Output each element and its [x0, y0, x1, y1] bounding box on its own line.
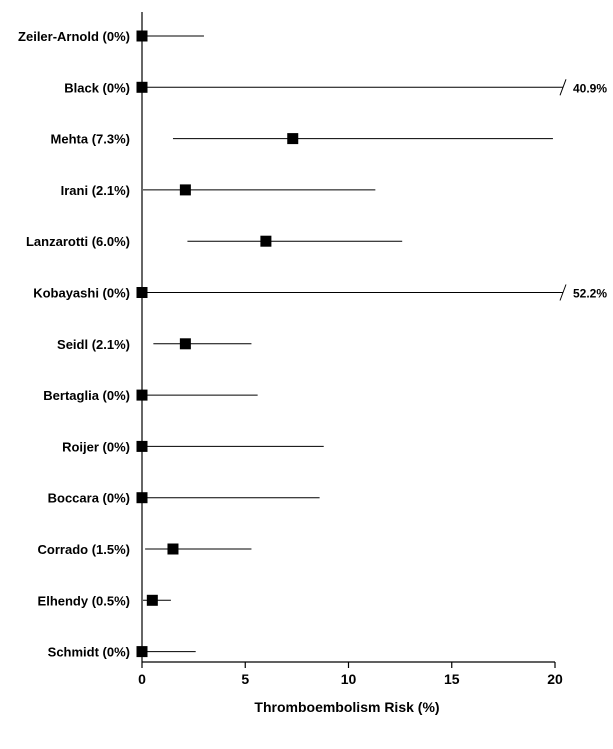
truncated-upper-label: 40.9% [573, 81, 607, 95]
truncated-upper-label: 52.2% [573, 287, 607, 301]
study-row: Roijer (0%) [62, 439, 324, 454]
x-tick-label: 15 [444, 671, 460, 687]
study-label: Elhendy (0.5%) [38, 593, 130, 608]
study-label: Irani (2.1%) [61, 183, 130, 198]
point-estimate-marker [260, 235, 272, 247]
study-label: Corrado (1.5%) [38, 542, 130, 557]
study-rows: Zeiler-Arnold (0%) Black (0%) 40.9% Mehta (… [18, 29, 607, 660]
study-label: Roijer (0%) [62, 439, 130, 454]
study-row: Corrado (1.5%) [38, 542, 252, 557]
study-row: Seidl (2.1%) [57, 337, 252, 352]
study-row: Kobayashi (0%) 52.2% [33, 284, 607, 301]
x-tick-label: 5 [241, 671, 249, 687]
study-label: Bertaglia (0%) [43, 388, 130, 403]
x-axis: 0 5 10 15 20 [138, 12, 563, 687]
x-tick-label: 20 [547, 671, 563, 687]
x-tick-label: 10 [341, 671, 357, 687]
point-estimate-marker [179, 184, 191, 196]
study-label: Mehta (7.3%) [51, 132, 130, 147]
axis-break-mark [559, 79, 567, 96]
study-row: Boccara (0%) [48, 491, 320, 506]
study-label: Schmidt (0%) [48, 645, 130, 660]
study-row: Irani (2.1%) [61, 183, 376, 198]
study-label: Seidl (2.1%) [57, 337, 130, 352]
study-label: Lanzarotti (6.0%) [26, 234, 130, 249]
study-row: Zeiler-Arnold (0%) [18, 29, 204, 44]
study-label: Zeiler-Arnold (0%) [18, 29, 130, 44]
point-estimate-marker [167, 543, 179, 555]
axis-break-mark [559, 284, 567, 301]
point-estimate-marker [179, 338, 191, 350]
point-estimate-marker [287, 133, 299, 145]
study-row: Schmidt (0%) [48, 645, 196, 660]
study-label: Kobayashi (0%) [33, 286, 130, 301]
study-label: Black (0%) [64, 80, 130, 95]
x-axis-title: Thromboembolism Risk (%) [254, 699, 439, 715]
study-label: Boccara (0%) [48, 491, 130, 506]
study-row: Mehta (7.3%) [51, 132, 553, 147]
study-row: Black (0%) 40.9% [64, 79, 607, 96]
x-tick-label: 0 [138, 671, 146, 687]
study-row: Lanzarotti (6.0%) [26, 234, 403, 249]
study-row: Bertaglia (0%) [43, 388, 258, 403]
study-row: Elhendy (0.5%) [38, 593, 171, 608]
point-estimate-marker [146, 594, 158, 606]
